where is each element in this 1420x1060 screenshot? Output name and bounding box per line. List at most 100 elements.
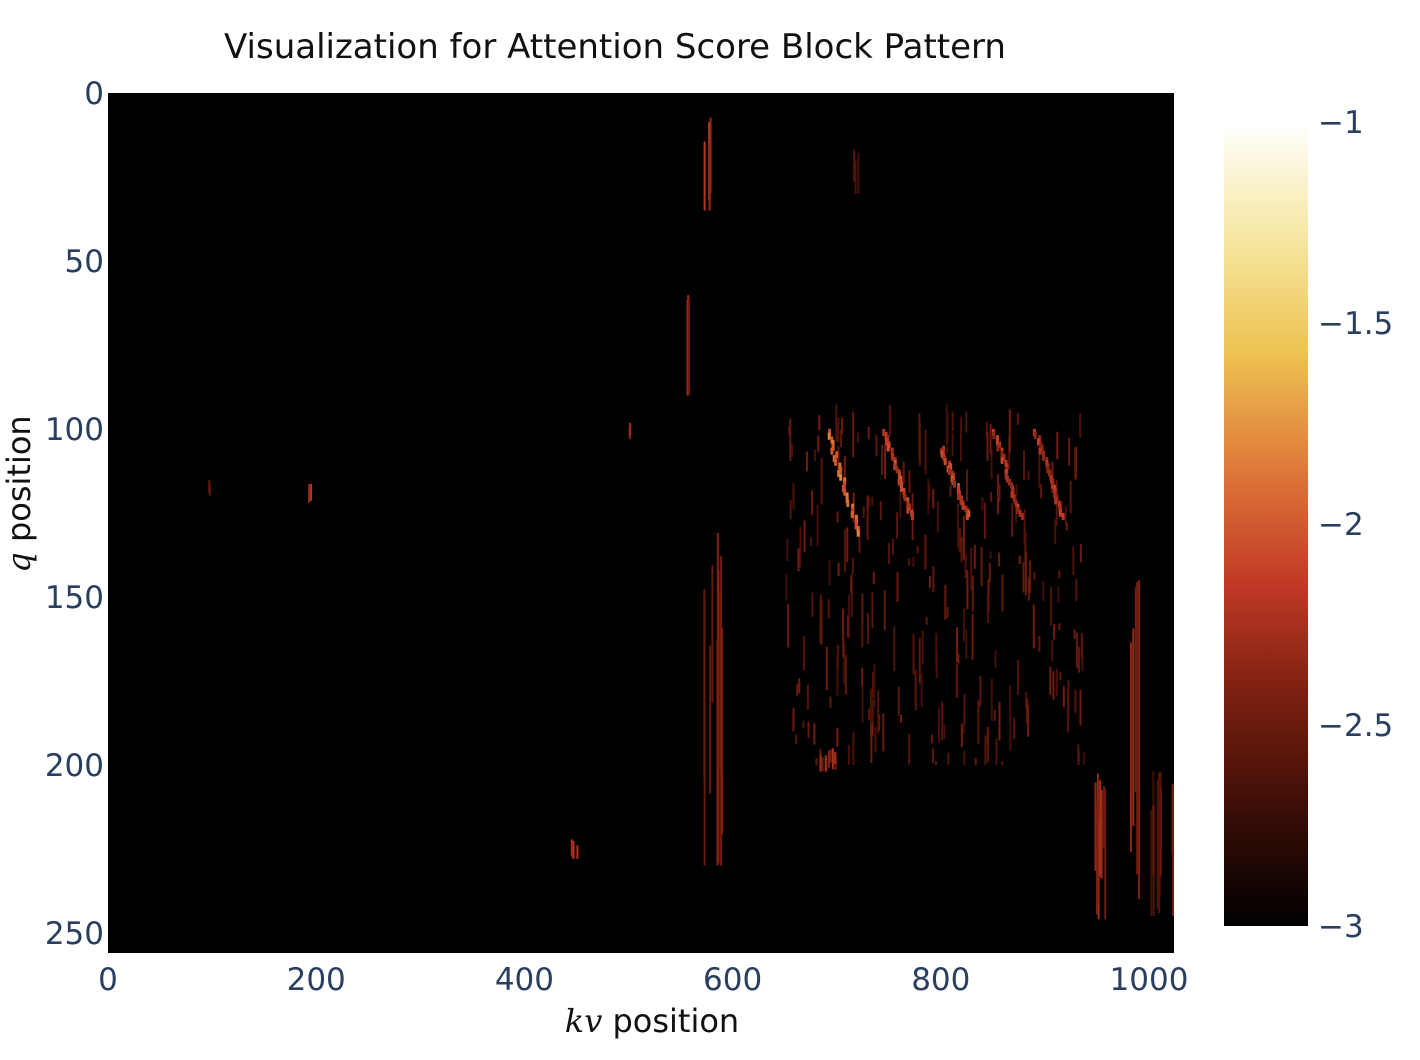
heatmap-cell	[1046, 466, 1049, 474]
heatmap-cell	[966, 570, 969, 610]
x-tick-label: 400	[495, 962, 554, 998]
heatmap-cell	[1018, 555, 1021, 565]
heatmap-cell	[856, 526, 860, 533]
heatmap-cell	[857, 152, 860, 194]
heatmap-cell	[957, 653, 960, 664]
heatmap-cell	[906, 500, 910, 508]
heatmap-cell	[789, 499, 792, 520]
heatmap-cell	[1075, 578, 1078, 602]
heatmap-cell	[920, 672, 923, 708]
heatmap-cell	[813, 723, 816, 745]
heatmap-cell	[875, 435, 878, 457]
heatmap-cell	[992, 432, 996, 439]
colorbar-tick-label: −2.5	[1318, 708, 1393, 744]
heatmap-cell	[687, 297, 690, 396]
y-axis-label: q position	[0, 415, 38, 572]
heatmap-cell	[1064, 505, 1067, 525]
heatmap-cell	[1025, 692, 1027, 709]
heatmap-cell	[993, 709, 996, 721]
heatmap-cell	[828, 559, 831, 586]
heatmap-cell	[918, 413, 921, 459]
heatmap-cell	[837, 470, 841, 477]
heatmap-cell	[995, 738, 998, 765]
heatmap-cell	[1100, 790, 1103, 879]
heatmap-cell	[845, 496, 849, 504]
x-tick-label: 1000	[1110, 962, 1189, 998]
heatmap-cell	[1079, 544, 1082, 563]
heatmap-cell	[811, 490, 814, 516]
heatmap-cell	[841, 484, 845, 492]
heatmap-cell	[897, 478, 901, 486]
heatmap-cell	[1027, 470, 1030, 480]
heatmap-cell	[916, 546, 919, 554]
heatmap-cell	[786, 538, 789, 561]
heatmap-cell	[846, 615, 849, 638]
heatmap-cell	[934, 761, 937, 765]
heatmap-cell	[995, 438, 999, 446]
heatmap-cell	[1050, 481, 1054, 489]
heatmap-cell	[844, 528, 846, 572]
heatmap-cell	[1053, 624, 1055, 640]
heatmap-cell	[792, 483, 795, 510]
heatmap-cell	[943, 458, 947, 466]
heatmap-cell	[1055, 668, 1058, 697]
heatmap-cell	[850, 511, 854, 519]
heatmap-cell	[896, 512, 898, 539]
heatmap-cell	[1013, 717, 1016, 740]
heatmap-cell	[1150, 810, 1153, 917]
heatmap-cell	[819, 599, 822, 643]
heatmap-cell	[957, 493, 961, 500]
heatmap-cell	[842, 608, 845, 643]
heatmap-cell	[1099, 780, 1102, 877]
heatmap-cell	[951, 478, 955, 486]
heatmap-cell	[935, 633, 938, 663]
heatmap-cell	[1156, 779, 1159, 910]
heatmap-cell	[944, 584, 947, 620]
heatmap-cell	[996, 444, 1000, 452]
heatmap-cell	[932, 488, 935, 509]
heatmap-cell	[1075, 632, 1078, 668]
heatmap-cell	[1015, 509, 1018, 523]
heatmap-cell	[1077, 646, 1080, 673]
heatmap-cell	[1152, 805, 1155, 877]
heatmap-cell	[962, 515, 965, 560]
heatmap-cell	[1102, 785, 1105, 848]
heatmap-cell	[961, 503, 965, 510]
heatmap-cell	[861, 685, 864, 723]
heatmap-cell	[963, 751, 966, 765]
heatmap-cell	[965, 512, 969, 520]
heatmap-cell	[1073, 629, 1076, 639]
heatmap-cell	[1023, 450, 1025, 480]
heatmap-cell	[1074, 446, 1077, 481]
heatmap-cell	[839, 473, 843, 481]
heatmap-cell	[998, 552, 1001, 567]
heatmap-cell	[845, 492, 849, 500]
heatmap-cell	[867, 426, 870, 440]
heatmap-cell	[884, 445, 886, 479]
heatmap-cell	[873, 664, 876, 707]
heatmap-cell	[839, 466, 843, 474]
heatmap-cell	[818, 415, 821, 431]
heatmap-cell	[1032, 604, 1035, 649]
heatmap-cell	[1040, 444, 1044, 452]
heatmap-cell	[871, 592, 874, 629]
heatmap-cell	[861, 593, 864, 627]
heatmap-cell	[836, 511, 839, 523]
heatmap-cell	[1132, 628, 1135, 827]
heatmap-cell	[986, 739, 989, 763]
heatmap-cell	[966, 469, 968, 502]
heatmap-cell	[1079, 413, 1082, 438]
heatmap-cell	[1077, 744, 1080, 765]
heatmap-cell	[963, 694, 966, 725]
heatmap-cell	[834, 458, 838, 466]
heatmap-cell	[998, 484, 1001, 503]
heatmap-cell	[896, 572, 899, 602]
chart-title: Visualization for Attention Score Block …	[224, 27, 1006, 67]
heatmap-cell	[883, 590, 886, 631]
heatmap-cell	[709, 117, 712, 193]
heatmap-cell	[827, 599, 830, 619]
heatmap-cell	[908, 503, 912, 511]
heatmap-cell	[912, 557, 915, 567]
heatmap-cell	[827, 432, 831, 440]
heatmap-cell	[895, 466, 899, 474]
